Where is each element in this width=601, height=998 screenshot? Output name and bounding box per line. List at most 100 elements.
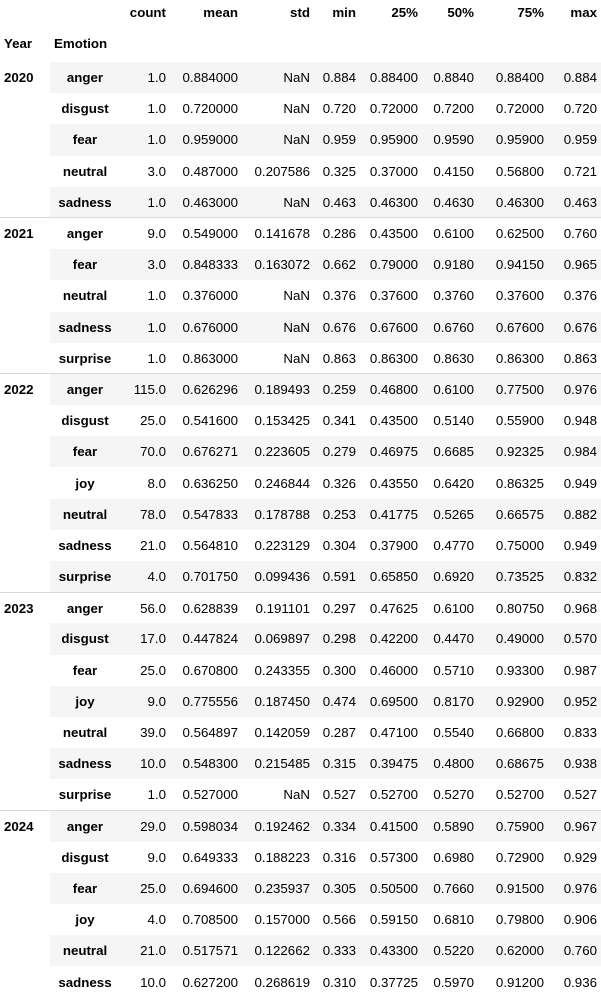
value-cell: 0.59150 <box>360 904 422 936</box>
table-row: fear 70.0 0.676271 0.223605 0.279 0.46975 0.66… <box>0 436 601 468</box>
value-cell: 0.7200 <box>422 93 478 125</box>
value-cell: 0.5540 <box>422 716 478 749</box>
column-header-min: min <box>332 4 356 20</box>
value-cell: 0.189493 <box>242 373 314 406</box>
table-row: 2020 anger 1.0 0.884000 NaN 0.884 0.88400 0.884… <box>0 62 601 218</box>
value-cell: 0.5890 <box>422 809 478 842</box>
value-cell: 0.72900 <box>478 841 548 873</box>
table-body: 2020 anger 1.0 0.884000 NaN 0.884 0.88400 0.884… <box>0 62 601 998</box>
value-cell: 0.86325 <box>478 467 548 499</box>
value-cell: 0.6100 <box>422 373 478 406</box>
emotion-index-cell: neutral <box>50 935 120 967</box>
value-cell: 17.0 <box>120 623 170 655</box>
emotion-index-cell: surprise <box>50 779 120 811</box>
value-cell: 1.0 <box>120 124 170 156</box>
value-cell: 0.775556 <box>170 685 242 717</box>
value-cell: 1.0 <box>120 280 170 312</box>
table-row: disgust 1.0 0.720000 NaN 0.720 0.72000 0.7200 0… <box>0 93 601 125</box>
value-cell: 0.863 <box>314 342 360 374</box>
value-cell: 0.65850 <box>360 561 422 593</box>
value-cell: 0.279 <box>314 436 360 468</box>
value-cell: 39.0 <box>120 716 170 749</box>
value-cell: 9.0 <box>120 217 170 250</box>
table-row: sadness 1.0 0.676000 NaN 0.676 0.67600 0.6760 0… <box>0 311 601 343</box>
value-cell: 0.720 <box>314 93 360 125</box>
value-cell: 0.95900 <box>360 124 422 156</box>
value-cell: 0.88400 <box>478 62 548 94</box>
value-cell: 25.0 <box>120 654 170 686</box>
value-cell: 0.833 <box>548 716 601 749</box>
value-cell: 0.142059 <box>242 716 314 749</box>
emotion-index-cell: joy <box>50 904 120 936</box>
table-row: fear 1.0 0.959000 NaN 0.959 0.95900 0.9590 0.95… <box>0 124 601 156</box>
value-cell: 0.77500 <box>478 373 548 406</box>
value-cell: 0.43550 <box>360 467 422 499</box>
value-cell: 0.66575 <box>478 498 548 530</box>
value-cell: 0.300 <box>314 654 360 686</box>
value-cell: 70.0 <box>120 436 170 468</box>
value-cell: 0.43500 <box>360 405 422 437</box>
value-cell: 0.187450 <box>242 685 314 717</box>
table-row: neutral 21.0 0.517571 0.122662 0.333 0.43300 0… <box>0 935 601 967</box>
value-cell: 0.298 <box>314 623 360 655</box>
value-cell: 0.235937 <box>242 872 314 905</box>
column-header-max: max <box>570 4 597 20</box>
value-cell: 0.547833 <box>170 498 242 530</box>
value-cell: 0.968 <box>548 591 601 624</box>
value-cell: 0.46975 <box>360 436 422 468</box>
value-cell: NaN <box>242 342 314 374</box>
table-row: 2024 anger 29.0 0.598034 0.192462 0.334 0.4150… <box>0 809 601 998</box>
blank-header-cell <box>50 0 120 24</box>
value-cell: 0.463 <box>548 186 601 218</box>
value-cell: 0.8170 <box>422 685 478 717</box>
value-cell: 0.626296 <box>170 373 242 406</box>
blank-header-cell <box>0 0 50 24</box>
value-cell: 0.949 <box>548 529 601 561</box>
table-row: neutral 39.0 0.564897 0.142059 0.287 0.47100 0… <box>0 716 601 749</box>
value-cell: 0.720 <box>548 93 601 125</box>
value-cell: 0.882 <box>548 498 601 530</box>
emotion-index-cell: fear <box>50 436 120 468</box>
value-cell: 0.41775 <box>360 498 422 530</box>
value-cell: 0.316 <box>314 841 360 873</box>
value-cell: 0.099436 <box>242 561 314 593</box>
value-cell: 4.0 <box>120 904 170 936</box>
value-cell: 0.86300 <box>478 342 548 374</box>
table-row: disgust 9.0 0.649333 0.188223 0.316 0.57300 0.… <box>0 841 601 873</box>
value-cell: 0.952 <box>548 685 601 717</box>
value-cell: 0.598034 <box>170 809 242 842</box>
blank-header-cell <box>314 24 360 62</box>
value-cell: 0.122662 <box>242 935 314 967</box>
value-cell: 0.463000 <box>170 186 242 218</box>
value-cell: NaN <box>242 779 314 811</box>
emotion-index-cell: neutral <box>50 280 120 312</box>
value-cell: 0.73525 <box>478 561 548 593</box>
value-cell: 115.0 <box>120 373 170 406</box>
emotion-index-cell: anger <box>50 591 120 624</box>
value-cell: 0.310 <box>314 966 360 998</box>
value-cell: 1.0 <box>120 62 170 94</box>
value-cell: 0.39475 <box>360 748 422 780</box>
emotion-index-cell: surprise <box>50 561 120 593</box>
value-cell: 0.66800 <box>478 716 548 749</box>
value-cell: 0.760 <box>548 217 601 250</box>
table-row: sadness 10.0 0.627200 0.268619 0.310 0.37725 0… <box>0 966 601 998</box>
value-cell: 0.676 <box>314 311 360 343</box>
value-cell: 0.4470 <box>422 623 478 655</box>
value-cell: 0.959 <box>314 124 360 156</box>
value-cell: 0.4770 <box>422 529 478 561</box>
value-cell: 0.223605 <box>242 436 314 468</box>
emotion-index-cell: neutral <box>50 155 120 187</box>
value-cell: 0.4150 <box>422 155 478 187</box>
value-cell: 0.463 <box>314 186 360 218</box>
value-cell: 0.9180 <box>422 249 478 281</box>
emotion-index-cell: sadness <box>50 186 120 218</box>
table-row: neutral 3.0 0.487000 0.207586 0.325 0.37000 0.… <box>0 155 601 187</box>
value-cell: 0.976 <box>548 373 601 406</box>
value-cell: 0.6920 <box>422 561 478 593</box>
emotion-index-cell: fear <box>50 872 120 905</box>
table-row: fear 3.0 0.848333 0.163072 0.662 0.79000 0.918… <box>0 249 601 281</box>
value-cell: 0.52700 <box>360 779 422 811</box>
value-cell: 0.215485 <box>242 748 314 780</box>
value-cell: 0.376 <box>548 280 601 312</box>
